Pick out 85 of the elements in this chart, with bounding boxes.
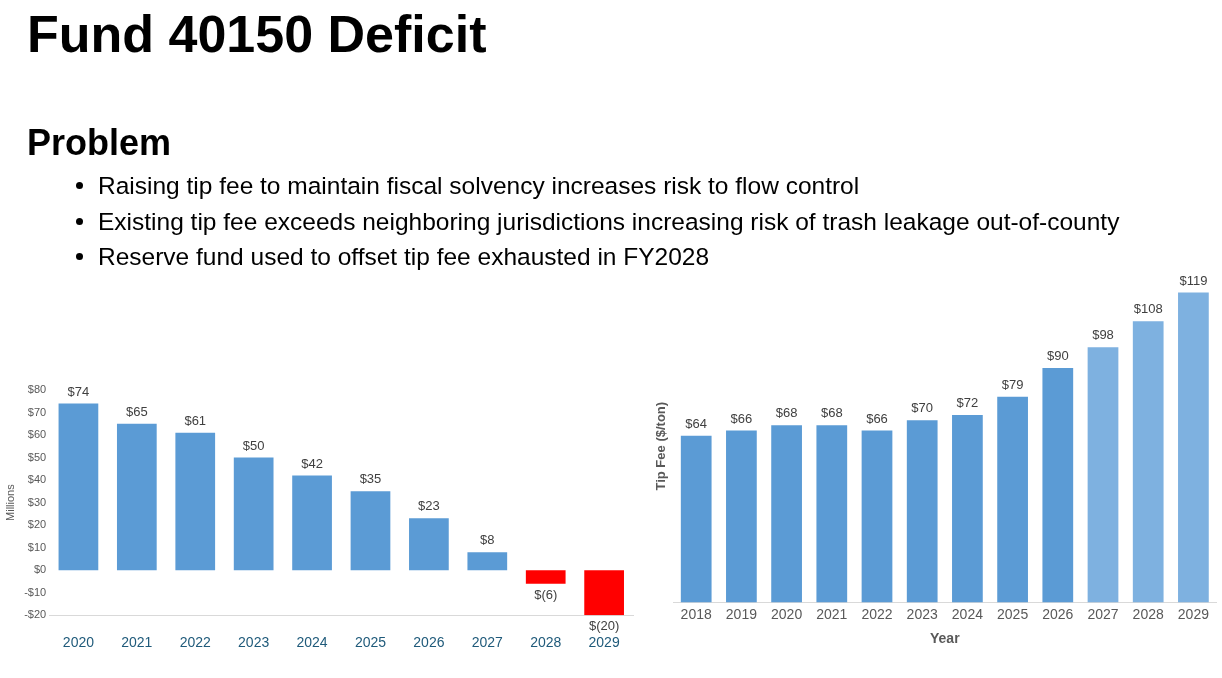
- y-tick-label: -$20: [24, 608, 47, 621]
- x-axis-title: Year: [930, 630, 961, 647]
- x-tick-label: 2025: [354, 634, 387, 651]
- y-tick-label: $80: [27, 383, 47, 396]
- bar: [58, 403, 99, 571]
- y-axis-title: Tip Fee ($/ton): [653, 401, 669, 491]
- bar: [525, 570, 566, 584]
- text: Existing tip fee exceeds neighboring jurisdictions increasing risk of trash leakage out-of-county: [98, 207, 1120, 235]
- bar: [680, 435, 712, 603]
- x-tick-label: 2024: [951, 605, 984, 622]
- data-label: $108: [1133, 301, 1163, 317]
- bar: [467, 552, 508, 571]
- x-tick-label: 2020: [771, 605, 803, 622]
- data-label: $(6): [534, 586, 558, 602]
- x-tick-label: 2025: [997, 605, 1029, 622]
- data-label: $(20): [588, 618, 620, 634]
- data-label: $42: [301, 455, 323, 471]
- data-label: $65: [125, 403, 148, 419]
- data-label: $66: [730, 410, 753, 426]
- data-label: $64: [685, 415, 708, 431]
- bar: [861, 430, 893, 603]
- x-tick-label: 2022: [861, 605, 893, 622]
- data-label: $72: [956, 395, 979, 411]
- data-label: $79: [1001, 376, 1024, 392]
- bar: [175, 432, 216, 571]
- x-tick-label: 2018: [680, 605, 712, 622]
- y-tick-label: $50: [27, 450, 47, 463]
- data-label: $61: [184, 412, 207, 428]
- bar: [1178, 292, 1209, 603]
- data-label: $98: [1092, 327, 1114, 343]
- data-label: $35: [359, 471, 382, 487]
- y-tick-label: $70: [27, 405, 47, 418]
- bar: [350, 491, 391, 571]
- x-tick-label: 2026: [1042, 605, 1074, 622]
- chart-title: Fund 40150 Deficit: [27, 4, 487, 64]
- data-label: $8: [480, 532, 495, 548]
- x-tick-label: 2023: [238, 634, 270, 651]
- y-tick-label: -$10: [24, 585, 47, 598]
- y-tick-label: $40: [27, 473, 47, 486]
- x-tick-label: 2023: [906, 605, 938, 622]
- bar: [1087, 347, 1119, 603]
- data-label: $119: [1179, 272, 1208, 288]
- data-label: $23: [418, 498, 440, 514]
- y-axis-title: Millions: [3, 483, 16, 521]
- data-label: $50: [242, 437, 265, 453]
- y-tick-label: $30: [27, 495, 47, 508]
- bar: [997, 396, 1028, 603]
- bar: [1132, 321, 1164, 603]
- x-tick-label: 2020: [62, 634, 95, 651]
- data-label: $68: [775, 405, 798, 421]
- x-tick-label: 2028: [530, 634, 562, 651]
- bar: [584, 570, 624, 616]
- data-label: $66: [866, 410, 888, 426]
- bar: [726, 430, 757, 603]
- data-label: $70: [911, 400, 934, 416]
- x-tick-label: 2024: [296, 634, 328, 651]
- x-tick-label: 2026: [413, 634, 445, 651]
- bar: [233, 457, 274, 571]
- x-tick-label: 2029: [1177, 605, 1210, 622]
- x-tick-label: 2022: [179, 634, 212, 651]
- bar: [116, 423, 157, 571]
- x-tick-label: 2029: [588, 634, 620, 651]
- chart-subtitle: Problem: [27, 122, 172, 164]
- x-tick-label: 2028: [1132, 605, 1164, 622]
- x-tick-label: 2027: [1087, 605, 1119, 622]
- text: Raising tip fee to maintain fiscal solvency increases risk to flow control: [98, 172, 860, 199]
- x-tick-label: 2027: [471, 634, 504, 651]
- data-label: $74: [67, 383, 90, 399]
- y-tick-label: $10: [27, 540, 47, 553]
- bar: [409, 518, 449, 571]
- data-label: $90: [1046, 348, 1069, 364]
- bar: [292, 475, 332, 571]
- y-tick-label: $20: [27, 518, 47, 531]
- bar: [952, 414, 983, 603]
- x-tick-label: 2021: [121, 634, 153, 651]
- bar: [816, 425, 848, 603]
- text: Reserve fund used to offset tip fee exhausted in FY2028: [98, 243, 710, 270]
- bar: [771, 425, 802, 603]
- bar: [906, 420, 938, 603]
- y-tick-label: $0: [33, 563, 47, 576]
- x-tick-label: 2019: [725, 605, 758, 622]
- x-tick-label: 2021: [816, 605, 848, 622]
- y-tick-label: $60: [27, 428, 47, 441]
- bar: [1042, 368, 1074, 603]
- data-label: $68: [820, 405, 843, 421]
